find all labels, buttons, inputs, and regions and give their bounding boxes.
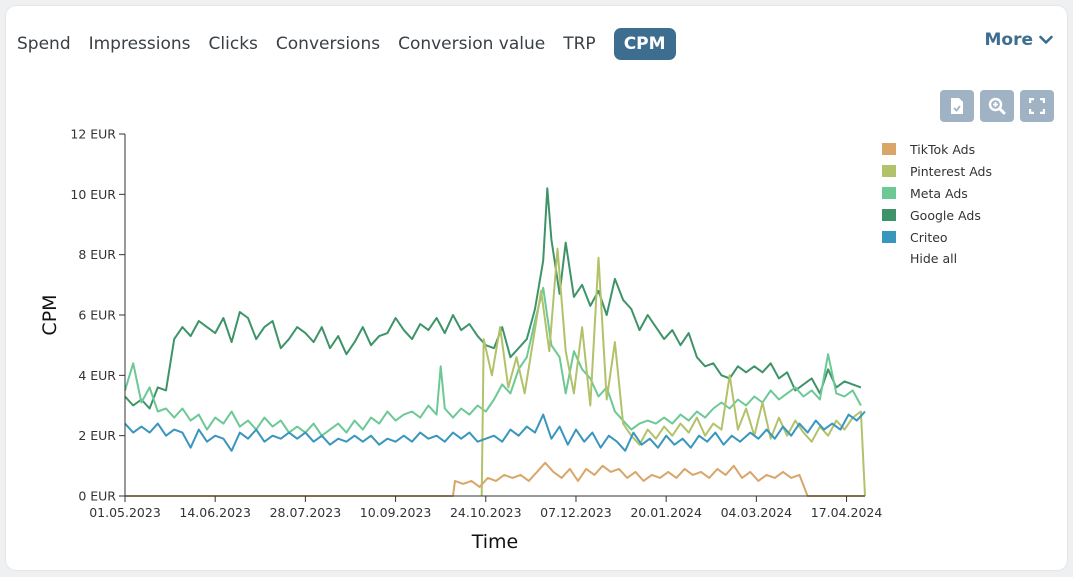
y-tick-label: 2 EUR: [78, 428, 116, 443]
x-tick-label: 07.12.2023: [540, 505, 612, 520]
series-line-google-ads: [124, 187, 862, 410]
series-line-pinterest-ads: [480, 247, 866, 497]
zoom-icon: [988, 97, 1006, 115]
tab-conversions[interactable]: Conversions: [275, 34, 381, 54]
more-label: More: [984, 30, 1033, 50]
x-tick-label: 04.03.2024: [721, 505, 793, 520]
x-tick-label: 24.10.2023: [450, 505, 522, 520]
x-tick-label: 14.06.2023: [179, 505, 251, 520]
hide-all-button[interactable]: Hide all: [910, 251, 958, 266]
legend-item-pinterest[interactable]: Pinterest Ads: [882, 160, 992, 182]
chart-toolbar: [934, 90, 1054, 122]
tab-spend[interactable]: Spend: [17, 34, 71, 54]
tab-conversion-value[interactable]: Conversion value: [398, 34, 546, 54]
export-button[interactable]: [940, 90, 974, 122]
x-tick-label: 28.07.2023: [270, 505, 342, 520]
more-dropdown[interactable]: More: [984, 30, 1053, 50]
y-tick-label: 10 EUR: [70, 187, 116, 202]
y-axis-title: CPM: [39, 294, 61, 335]
export-file-icon: [951, 98, 963, 114]
series-line-meta-ads: [124, 286, 862, 437]
chart-legend: TikTok Ads Pinterest Ads Meta Ads Google…: [882, 138, 992, 270]
legend-label: Meta Ads: [910, 185, 968, 201]
x-tick-label: 20.01.2024: [630, 505, 702, 520]
legend-item-criteo[interactable]: Criteo: [882, 226, 992, 248]
legend-item-meta[interactable]: Meta Ads: [882, 182, 992, 204]
legend-swatch: [882, 143, 896, 155]
y-tick-label: 0 EUR: [78, 489, 116, 504]
zoom-button[interactable]: [980, 90, 1014, 122]
legend-swatch: [882, 209, 896, 221]
tab-trp[interactable]: TRP: [563, 34, 596, 54]
legend-swatch: [882, 165, 896, 177]
legend-label: Criteo: [910, 229, 948, 245]
series-line-criteo: [124, 410, 866, 452]
tab-impressions[interactable]: Impressions: [88, 34, 191, 54]
legend-label: Google Ads: [910, 207, 981, 223]
y-tick-label: 4 EUR: [78, 368, 116, 383]
legend-label: Pinterest Ads: [910, 163, 992, 179]
legend-swatch: [882, 187, 896, 199]
x-axis-title: Time: [471, 531, 519, 553]
fullscreen-button[interactable]: [1020, 90, 1054, 122]
y-tick-label: 8 EUR: [78, 247, 116, 262]
legend-item-google[interactable]: Google Ads: [882, 204, 992, 226]
chevron-down-icon: [1039, 35, 1053, 44]
x-tick-label: 17.04.2024: [811, 505, 883, 520]
legend-swatch: [882, 231, 896, 243]
y-tick-label: 12 EUR: [70, 127, 116, 142]
metric-tabs: Spend Impressions Clicks Conversions Con…: [17, 28, 694, 60]
chart-card: [6, 6, 1067, 570]
legend-item-tiktok[interactable]: TikTok Ads: [882, 138, 992, 160]
fullscreen-icon: [1029, 98, 1045, 114]
x-tick-label: 01.05.2023: [89, 505, 161, 520]
x-tick-label: 10.09.2023: [360, 505, 432, 520]
tab-clicks[interactable]: Clicks: [208, 34, 258, 54]
series-line-tiktok-ads: [125, 461, 865, 497]
y-tick-label: 6 EUR: [78, 308, 116, 323]
legend-label: TikTok Ads: [910, 141, 976, 157]
tab-cpm[interactable]: CPM: [613, 28, 676, 60]
